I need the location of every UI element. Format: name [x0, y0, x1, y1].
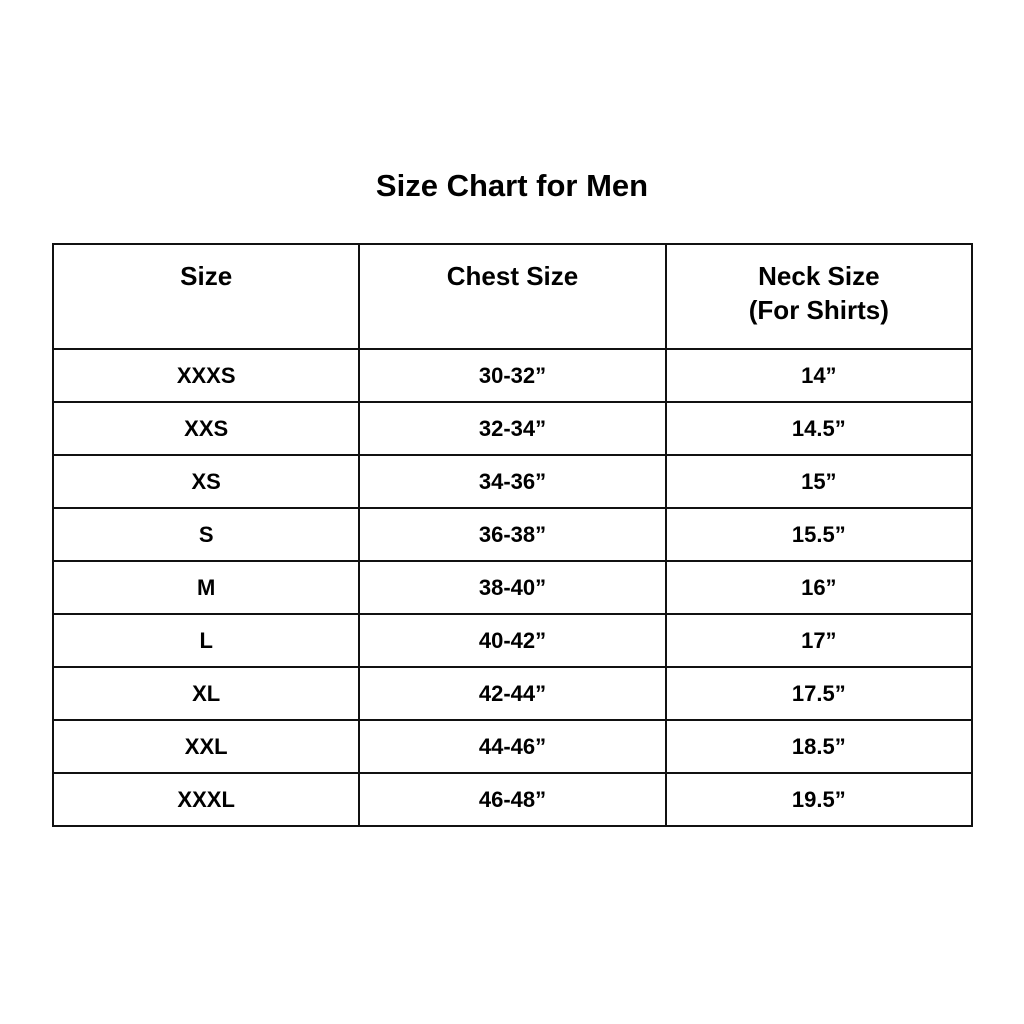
size-cell: M [51, 560, 361, 615]
table-row: XXS 32-34” 14.5” [51, 401, 974, 456]
chest-size-cell: 30-32” [358, 348, 667, 403]
table-row: XL 42-44” 17.5” [51, 666, 974, 721]
chest-size-cell: 42-44” [358, 666, 667, 721]
neck-size-cell: 15.5” [664, 507, 974, 562]
neck-size-cell: 19.5” [664, 772, 974, 827]
size-cell: XS [51, 454, 361, 509]
neck-size-cell: 17.5” [664, 666, 974, 721]
neck-size-cell: 14.5” [664, 401, 974, 456]
size-cell: S [51, 507, 361, 562]
table-row: L 40-42” 17” [51, 613, 974, 668]
header-neck-size: Neck Size (For Shirts) [664, 243, 974, 350]
chest-size-cell: 34-36” [358, 454, 667, 509]
size-cell: XXS [51, 401, 361, 456]
neck-size-cell: 14” [664, 348, 974, 403]
table-row: XXL 44-46” 18.5” [51, 719, 974, 774]
chest-size-cell: 46-48” [358, 772, 667, 827]
table-row: S 36-38” 15.5” [51, 507, 974, 562]
neck-size-cell: 16” [664, 560, 974, 615]
neck-size-cell: 17” [664, 613, 974, 668]
size-cell: XL [51, 666, 361, 721]
page-title: Size Chart for Men [375, 168, 649, 203]
size-cell: XXXS [51, 348, 361, 403]
table-row: XXXS 30-32” 14” [51, 348, 974, 403]
chest-size-cell: 32-34” [358, 401, 667, 456]
table-row: XXXL 46-48” 19.5” [51, 772, 974, 827]
header-chest-size: Chest Size [358, 243, 667, 350]
header-size: Size [51, 243, 361, 350]
neck-size-cell: 18.5” [664, 719, 974, 774]
table-row: M 38-40” 16” [51, 560, 974, 615]
header-row: Size Chest Size Neck Size (For Shirts) [51, 243, 974, 350]
chest-size-cell: 40-42” [358, 613, 667, 668]
chest-size-cell: 38-40” [358, 560, 667, 615]
size-cell: XXXL [51, 772, 361, 827]
size-cell: XXL [51, 719, 361, 774]
size-chart-table: Size Chest Size Neck Size (For Shirts) XX… [51, 243, 974, 827]
size-cell: L [51, 613, 361, 668]
table-row: XS 34-36” 15” [51, 454, 974, 509]
chest-size-cell: 36-38” [358, 507, 667, 562]
chest-size-cell: 44-46” [358, 719, 667, 774]
neck-size-cell: 15” [664, 454, 974, 509]
